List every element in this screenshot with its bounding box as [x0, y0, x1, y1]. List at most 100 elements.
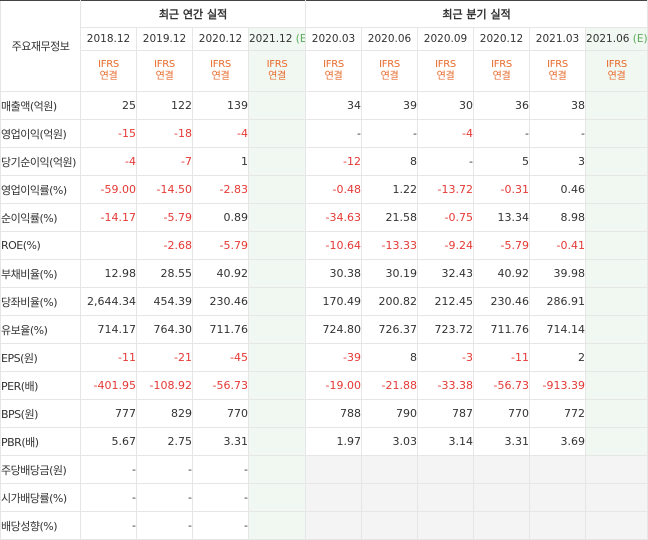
table-cell: -56.73 [473, 371, 531, 400]
table-cell: -18 [136, 119, 193, 148]
consolidated-text: 연결 [324, 71, 343, 82]
table-cell: 3.03 [361, 427, 419, 456]
period-date-label: 2021.03 [535, 33, 580, 45]
table-cell: 711.76 [192, 315, 249, 344]
table-cell: 454.39 [136, 287, 193, 316]
ifrs-text: IFRS [606, 59, 627, 70]
table-cell: -0.31 [473, 175, 531, 204]
table-cell [247, 511, 307, 540]
table-cell: 764.30 [136, 315, 193, 344]
table-cell: 200.82 [361, 287, 419, 316]
table-cell: 5 [473, 147, 531, 176]
ifrs-text: IFRS [154, 59, 175, 70]
period-date-row: 2018.12 2019.12 2020.12 2021.12 (E) 2020.03 2… [1, 27, 648, 51]
consolidated-text: 연결 [211, 71, 230, 82]
table-cell [585, 119, 648, 148]
table-cell: 8 [361, 147, 419, 176]
table-cell: -4 [80, 147, 137, 176]
table-cell: - [80, 483, 137, 512]
table-cell: -4 [417, 119, 475, 148]
table-cell: - [192, 483, 249, 512]
row-label: 순이익률(%) [0, 203, 81, 232]
table-cell: -4 [192, 119, 249, 148]
table-cell: 8.98 [529, 203, 587, 232]
table-cell: 5.67 [80, 427, 137, 456]
table-cell [247, 287, 307, 316]
table-cell [361, 483, 419, 512]
table-row: BPS(원) 777 829 770 788 790 787 770 772 [0, 399, 648, 428]
table-cell [585, 427, 648, 456]
table-row: PER(배) -401.95 -108.92 -56.73 -19.00 -21.88 -3… [0, 371, 648, 400]
table-cell: -108.92 [136, 371, 193, 400]
table-cell: 1.22 [361, 175, 419, 204]
table-cell: -5.79 [192, 231, 249, 260]
table-row: 유보율(%) 714.17 764.30 711.76 724.80 726.37 723.… [0, 315, 648, 344]
row-label: 매출액(억원) [0, 91, 81, 120]
table-cell [247, 427, 307, 456]
table-cell [585, 455, 648, 484]
table-cell: - [136, 455, 193, 484]
table-cell [585, 175, 648, 204]
table-cell: 139 [192, 91, 249, 120]
row-label: 영업이익(억원) [0, 119, 81, 148]
table-cell: -21.88 [361, 371, 419, 400]
table-cell: -5.79 [473, 231, 531, 260]
table-cell: 3 [529, 147, 587, 176]
table-cell: -19.00 [305, 371, 363, 400]
table-row: 영업이익(억원) -15 -18 -4- - -4- - [0, 119, 648, 148]
ifrs-text: IFRS [491, 59, 512, 70]
table-cell [361, 511, 419, 540]
table-cell: 788 [305, 399, 363, 428]
consolidated-text: 연결 [380, 71, 399, 82]
table-cell: -39 [305, 343, 363, 372]
consolidated-text: 연결 [99, 71, 118, 82]
table-cell: -21 [136, 343, 193, 372]
table-cell: 3.14 [417, 427, 475, 456]
ifrs-consolidated-label: IFRS 연결 [136, 50, 193, 92]
row-label: PBR(배) [0, 427, 81, 456]
table-cell: 32.43 [417, 259, 475, 288]
period-date-label: 2018.12 [86, 33, 131, 45]
table-cell: 38 [529, 91, 587, 120]
table-cell: 230.46 [192, 287, 249, 316]
table-cell: 0.46 [529, 175, 587, 204]
table-cell: - [192, 455, 249, 484]
table-cell: - [529, 119, 587, 148]
consolidated-text: 연결 [607, 71, 626, 82]
table-cell: -14.17 [80, 203, 137, 232]
period-date-cell: 2021.03 [529, 27, 587, 51]
table-cell: -59.00 [80, 175, 137, 204]
table-cell [585, 343, 648, 372]
table-cell: 8 [361, 343, 419, 372]
table-cell [247, 455, 307, 484]
consolidated-text: 연결 [548, 71, 567, 82]
table-cell [247, 175, 307, 204]
table-cell: 230.46 [473, 287, 531, 316]
table-cell [305, 483, 363, 512]
ifrs-consolidated-label: IFRS 연결 [361, 50, 419, 92]
table-cell [529, 511, 587, 540]
table-cell: 1 [192, 147, 249, 176]
table-row: 배당성향(%) - - - [0, 511, 648, 540]
table-cell: 12.98 [80, 259, 137, 288]
table-cell: 772 [529, 399, 587, 428]
table-cell: 2.75 [136, 427, 193, 456]
table-row: 당좌비율(%) 2,644.34 454.39 230.46 170.49 200.82 2… [0, 287, 648, 316]
table-cell: 28.55 [136, 259, 193, 288]
row-label: 배당성향(%) [0, 511, 81, 540]
table-row: 순이익률(%) -14.17 -5.79 0.89 -34.63 21.58 -0.75 13… [0, 203, 648, 232]
table-cell: -913.39 [529, 371, 587, 400]
period-date-cell: 2018.12 [80, 27, 137, 51]
row-label: EPS(원) [0, 343, 81, 372]
consolidated-text: 연결 [155, 71, 174, 82]
consolidated-text: 연결 [436, 71, 455, 82]
table-cell: 787 [417, 399, 475, 428]
ifrs-text: IFRS [266, 59, 288, 70]
period-date-label: 2020.12 [479, 33, 524, 45]
table-cell [585, 231, 648, 260]
estimate-marker: (E) [295, 33, 305, 45]
table-cell: 714.14 [529, 315, 587, 344]
table-corner-label: 주요재무정보 [0, 0, 81, 92]
table-cell: 30 [417, 91, 475, 120]
